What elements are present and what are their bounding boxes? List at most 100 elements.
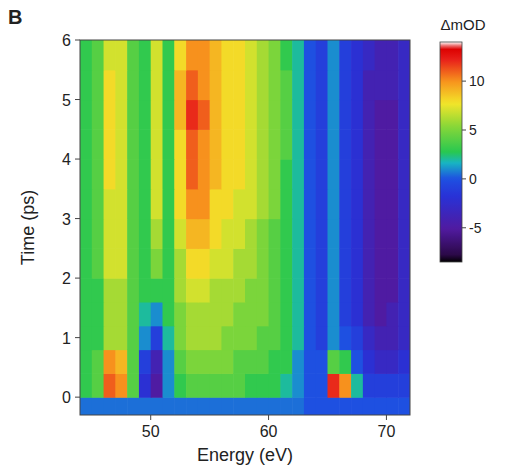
cell [233,70,245,100]
cell [328,219,340,249]
cell [104,278,116,302]
colorbar-tick-label: -5 [469,220,482,236]
panel-letter: B [8,6,22,28]
cell [339,70,351,100]
cell [245,278,257,302]
cell [174,100,186,130]
cell [210,219,222,249]
cell [92,326,104,350]
cell [163,302,175,326]
cell [233,100,245,130]
cell [92,70,104,100]
cell [210,373,222,397]
cell [245,40,257,70]
cell [375,70,387,100]
cell [80,129,92,159]
cell [139,350,151,374]
cell [233,129,245,159]
cell [269,100,281,130]
cell [328,278,340,302]
x-axis-title: Energy (eV) [197,445,293,465]
cell [233,326,245,350]
cell [92,248,104,278]
cell [139,159,151,189]
cell [351,40,363,70]
cell [292,100,304,130]
cell [328,129,340,159]
cell [104,219,116,249]
cell [186,248,198,278]
cell [198,373,210,397]
cell [104,189,116,219]
cell [292,373,304,397]
cell [104,397,116,415]
cell [127,248,139,278]
cell [328,70,340,100]
cell [245,397,257,415]
cell [304,219,316,249]
cell [351,70,363,100]
cell [151,350,163,374]
cell [328,189,340,219]
cell [245,302,257,326]
cell [386,70,398,100]
cell [375,373,387,397]
cell [328,326,340,350]
cell [198,129,210,159]
cell [280,219,292,249]
cell [280,129,292,159]
cell [245,100,257,130]
cell [257,70,269,100]
cell [80,189,92,219]
cell [92,189,104,219]
y-tick-label: 6 [62,32,71,49]
cell [292,129,304,159]
cell [386,302,398,326]
cell [257,397,269,415]
colorbar-tick-label: 10 [469,73,485,89]
cell [127,278,139,302]
cell [351,350,363,374]
cell [280,397,292,415]
cell [115,129,127,159]
cell [328,373,340,397]
cell [351,219,363,249]
y-tick [75,159,80,160]
cell [375,326,387,350]
cell [127,397,139,415]
cell [115,302,127,326]
cell [221,302,233,326]
y-tick [75,397,80,398]
x-tick-label: 60 [260,423,278,440]
cell [280,302,292,326]
cell [292,278,304,302]
cell [115,159,127,189]
cell [151,302,163,326]
cell [233,373,245,397]
cell [186,129,198,159]
cell [398,40,410,70]
cell [127,40,139,70]
cell [186,189,198,219]
cell [210,40,222,70]
cell [292,326,304,350]
cell [316,326,328,350]
cell [363,70,375,100]
cell [163,129,175,159]
y-tick [75,218,80,219]
cell [269,397,281,415]
cell [127,189,139,219]
cell [174,302,186,326]
cell [269,219,281,249]
cell [363,302,375,326]
cell [174,40,186,70]
cell [198,159,210,189]
cell [386,159,398,189]
cell [339,219,351,249]
cell [210,100,222,130]
cell [151,248,163,278]
cell [269,302,281,326]
cell [186,326,198,350]
cell [351,397,363,415]
cell [375,397,387,415]
